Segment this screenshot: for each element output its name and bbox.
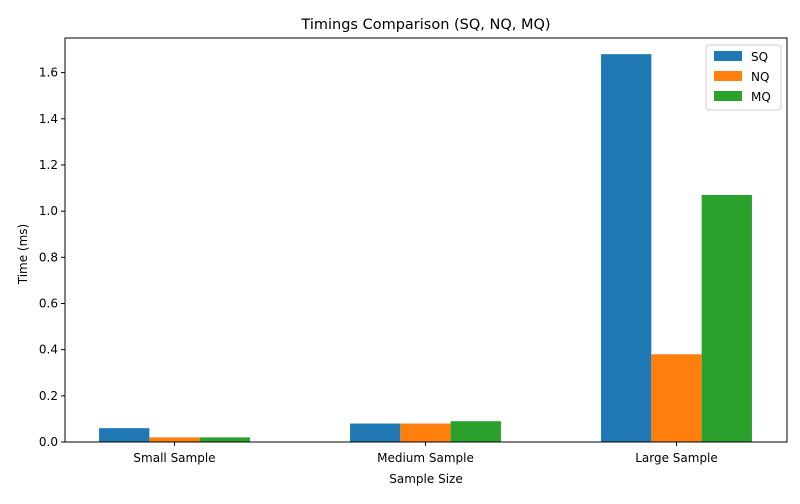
y-tick-label: 0.6 bbox=[39, 296, 58, 310]
chart-title: Timings Comparison (SQ, NQ, MQ) bbox=[300, 17, 550, 33]
legend-label-sq: SQ bbox=[751, 50, 768, 64]
bar-nq-0 bbox=[149, 437, 200, 442]
bar-sq-0 bbox=[99, 428, 150, 442]
y-axis: 0.0 0.2 0.4 0.6 0.8 1.0 1.2 1.4 1.6 bbox=[39, 66, 65, 449]
bars-group bbox=[99, 54, 752, 442]
y-tick-label: 0.0 bbox=[39, 435, 58, 449]
plot-frame bbox=[64, 37, 788, 443]
legend-swatch-mq bbox=[714, 91, 742, 101]
bar-nq-2 bbox=[651, 354, 702, 442]
bar-sq-2 bbox=[601, 54, 652, 442]
bar-nq-1 bbox=[400, 423, 451, 442]
x-axis: Small Sample Medium Sample Large Sample bbox=[133, 442, 718, 465]
bar-sq-1 bbox=[350, 423, 401, 442]
legend-swatch-nq bbox=[714, 71, 742, 81]
y-tick-label: 0.4 bbox=[39, 343, 58, 357]
y-tick-label: 1.6 bbox=[39, 66, 58, 80]
y-tick-label: 0.8 bbox=[39, 250, 58, 264]
y-tick-label: 1.4 bbox=[39, 112, 58, 126]
y-tick-label: 1.2 bbox=[39, 158, 58, 172]
legend-label-nq: NQ bbox=[751, 70, 769, 84]
legend-swatch-sq bbox=[714, 51, 742, 61]
legend-label-mq: MQ bbox=[751, 90, 771, 104]
x-tick-label: Medium Sample bbox=[377, 451, 474, 465]
bar-mq-1 bbox=[450, 421, 501, 442]
y-tick-label: 1.0 bbox=[39, 204, 58, 218]
x-tick-label: Small Sample bbox=[133, 451, 215, 465]
legend: SQ NQ MQ bbox=[705, 44, 782, 111]
bar-mq-2 bbox=[701, 194, 752, 442]
y-axis-label: Time (ms) bbox=[16, 224, 30, 286]
x-axis-label: Sample Size bbox=[389, 472, 462, 486]
bar-mq-0 bbox=[199, 437, 250, 442]
x-tick-label: Large Sample bbox=[635, 451, 718, 465]
y-tick-label: 0.2 bbox=[39, 389, 58, 403]
